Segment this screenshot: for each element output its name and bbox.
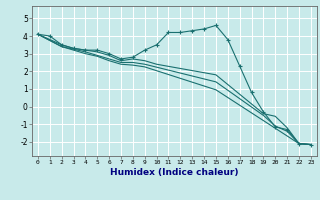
X-axis label: Humidex (Indice chaleur): Humidex (Indice chaleur) xyxy=(110,168,239,177)
